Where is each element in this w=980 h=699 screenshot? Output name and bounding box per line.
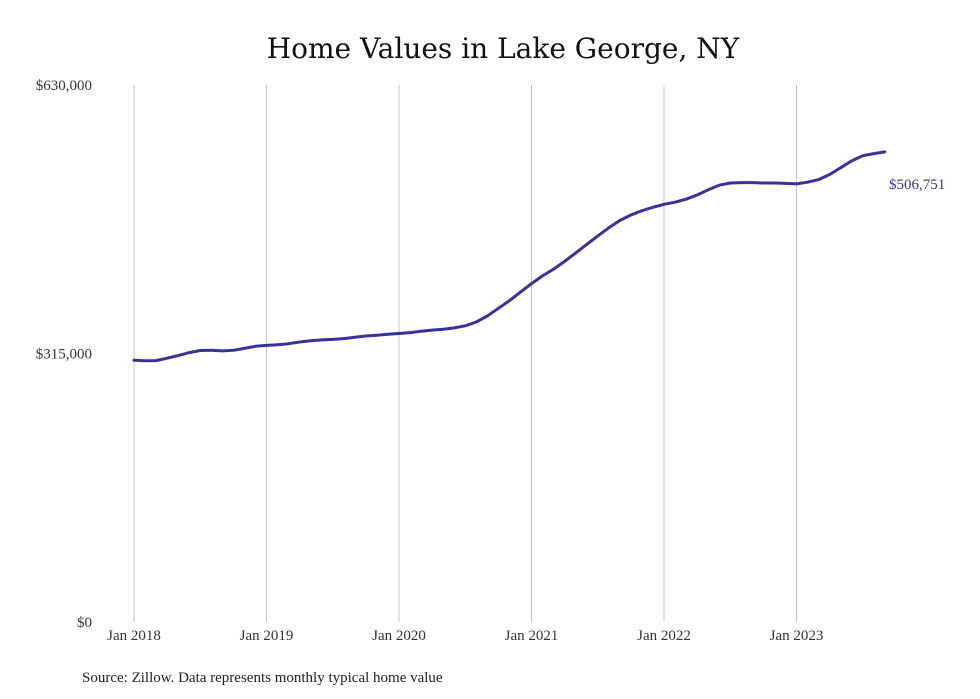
x-axis-ticks: Jan 2018 Jan 2019 Jan 2020 Jan 2021 Jan 2022… — [107, 628, 823, 644]
y-tick-label: $630,000 — [36, 78, 92, 94]
y-tick-label: $315,000 — [36, 347, 92, 363]
y-tick-label: $0 — [77, 615, 92, 631]
x-tick-label: Jan 2018 — [107, 628, 161, 644]
x-tick-label: Jan 2022 — [637, 628, 691, 644]
gridlines — [133, 85, 797, 622]
source-note: Source: Zillow. Data represents monthly … — [82, 670, 443, 686]
x-tick-label: Jan 2019 — [240, 628, 294, 644]
y-axis-ticks: $630,000 $315,000 $0 — [36, 78, 92, 631]
x-tick-label: Jan 2023 — [770, 628, 824, 644]
series-line-home-value — [132, 150, 887, 363]
end-value-label: $506,751 — [889, 177, 945, 193]
x-tick-label: Jan 2020 — [372, 628, 426, 644]
x-tick-label: Jan 2021 — [505, 628, 559, 644]
chart-title: Home Values in Lake George, NY — [267, 32, 740, 65]
